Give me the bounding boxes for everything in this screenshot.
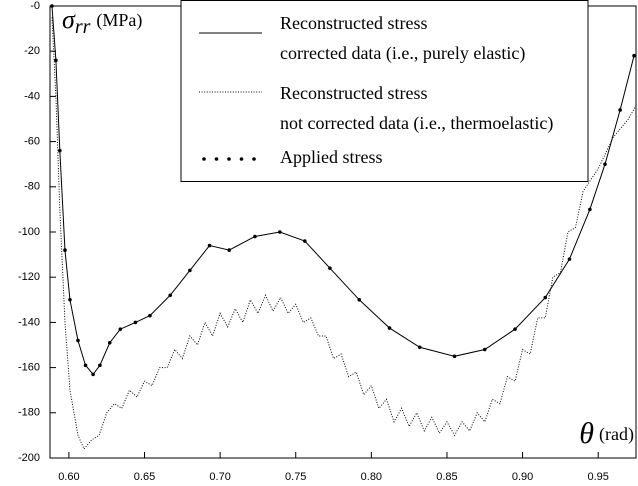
y-tick-label: -20 [24, 45, 40, 57]
data-point [417, 345, 422, 350]
data-point [98, 363, 102, 368]
legend-marker [227, 157, 231, 161]
data-point [632, 53, 636, 58]
data-point [58, 148, 62, 153]
y-tick-label: -60 [24, 136, 40, 148]
data-point [588, 207, 592, 212]
x-tick-label: 0.60 [58, 471, 79, 483]
data-point [567, 257, 572, 261]
data-point [513, 327, 517, 331]
y-tick-label: -0 [30, 0, 40, 12]
x-tick-label: 0.90 [512, 471, 533, 483]
x-axis-label: θ (rad) [579, 417, 634, 450]
y-tick-label: -160 [18, 362, 40, 374]
y-axis-label: σrr (MPa) [62, 5, 142, 38]
data-point [188, 268, 192, 273]
legend-label: Reconstructed stress corrected data (i.e.… [280, 13, 525, 64]
x-tick-label: 0.75 [285, 471, 306, 483]
data-point [227, 248, 232, 252]
series-line [51, 17, 637, 450]
data-point [603, 162, 607, 166]
data-point [63, 248, 67, 252]
x-tick-label: 0.95 [587, 471, 608, 483]
data-point [387, 326, 392, 330]
data-point [68, 298, 72, 302]
data-point [452, 354, 457, 359]
data-point [618, 108, 622, 112]
y-tick-label: -180 [18, 407, 40, 419]
data-point [148, 313, 152, 318]
data-point [543, 295, 548, 300]
legend-marker [202, 157, 206, 161]
data-point [107, 340, 112, 345]
legend-marker [214, 157, 219, 161]
y-tick-label: -120 [18, 271, 40, 283]
x-tick-label: 0.80 [361, 471, 382, 483]
x-tick-label: 0.70 [209, 471, 230, 483]
data-point [278, 230, 282, 234]
data-point [207, 243, 212, 248]
data-point [50, 4, 54, 8]
y-tick-label: -80 [24, 181, 40, 193]
y-tick-label: -40 [24, 90, 40, 102]
data-point [328, 266, 332, 270]
data-point [76, 338, 80, 343]
data-point [83, 363, 88, 368]
x-tick-label: 0.85 [436, 471, 457, 483]
data-point [357, 298, 362, 302]
data-point [253, 234, 257, 239]
data-point [168, 293, 173, 298]
x-tick-label: 0.65 [134, 471, 155, 483]
y-tick-label: -200 [18, 452, 40, 464]
data-point [118, 327, 123, 331]
data-point [482, 347, 487, 352]
data-point [133, 320, 138, 325]
y-tick-label: -100 [18, 226, 40, 238]
legend-label: Applied stress [280, 147, 383, 167]
legend-box [180, 0, 589, 182]
legend-marker [239, 157, 244, 161]
legend-label: Reconstructed stress not corrected data (… [280, 83, 553, 134]
y-tick-label: -140 [18, 316, 40, 328]
data-point [91, 372, 95, 377]
legend-marker [252, 157, 256, 161]
data-point [303, 239, 307, 243]
data-point [54, 58, 58, 63]
